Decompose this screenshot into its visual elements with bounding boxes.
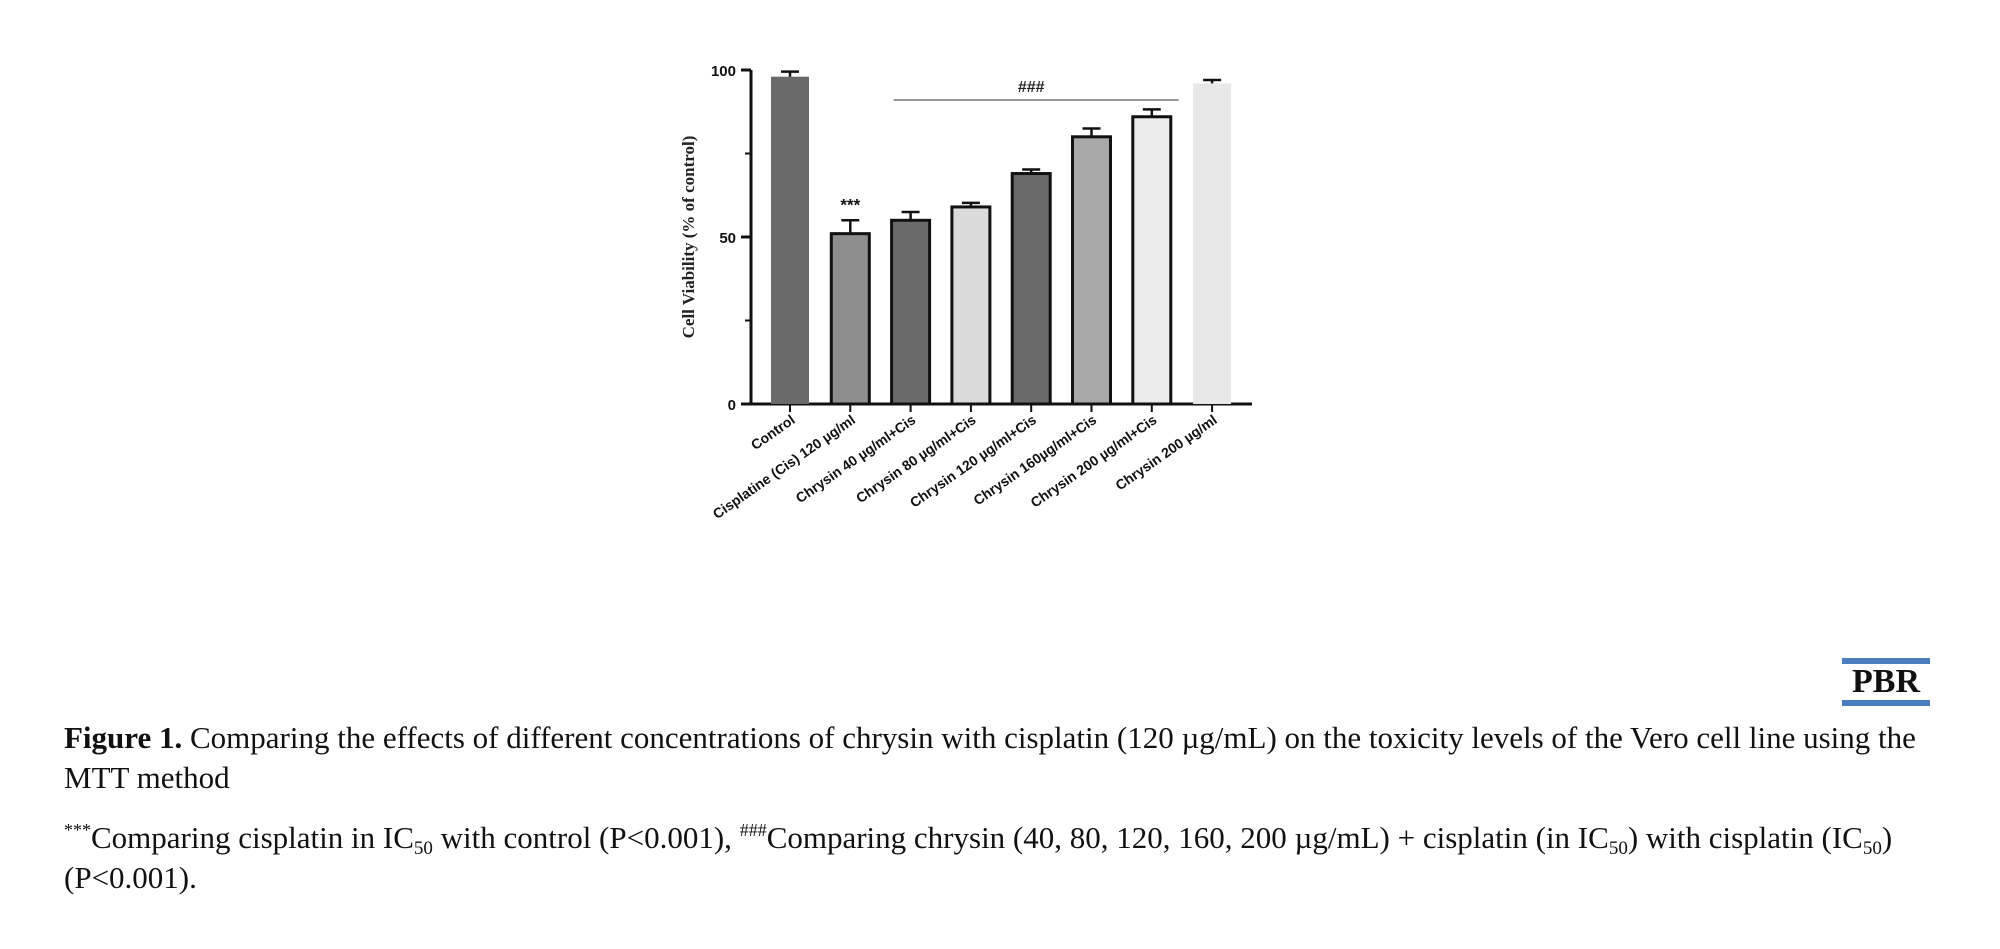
footnote-hashes: ### (739, 820, 767, 840)
bar (890, 218, 932, 406)
logo-text: PBR (1852, 663, 1920, 700)
figure-footnote: ***Comparing cisplatin in IC50 with cont… (64, 818, 1934, 898)
y-axis-label: Cell Viability (% of control) (679, 136, 698, 339)
figure-caption: Figure 1. Comparing the effects of diffe… (64, 718, 1934, 798)
y-tick-label: 100 (711, 63, 736, 80)
footnote-text-4: ) with cisplatin (IC (1627, 820, 1863, 855)
bar (1193, 83, 1232, 405)
significance-hashes: ### (1018, 79, 1045, 96)
logo-bottom-bar (1842, 700, 1930, 706)
bar (1010, 172, 1052, 406)
footnote-subscript-2: 50 (1608, 838, 1628, 859)
bar (771, 76, 809, 405)
x-tick-label: Control (748, 411, 798, 453)
footnote-text-3: Comparing chrysin (40, 80, 120, 160, 200… (766, 820, 1609, 855)
footnote-text-5: ) (P<0.001). (64, 820, 1893, 895)
journal-logo: PBR (1842, 658, 1930, 706)
bar (1071, 135, 1112, 406)
footnote-text-2: with control (P<0.001), (432, 820, 740, 855)
bar (829, 232, 871, 406)
y-tick-label: 50 (719, 230, 736, 247)
footnote-text-1: Comparing cisplatin in IC (91, 820, 414, 855)
annotations-group: *** ### (840, 79, 1179, 214)
bar (950, 205, 992, 406)
logo-top-bar (1842, 658, 1930, 664)
x-tick-label: Chrysin 200 µg/ml (1112, 411, 1220, 493)
bar-chart: Cell Viability (% of control) 0 50 100 ***… (679, 63, 1252, 522)
figure-caption-text: Comparing the effects of different conce… (64, 720, 1916, 795)
footnote-subscript-1: 50 (413, 838, 433, 859)
footnote-subscript-3: 50 (1862, 838, 1882, 859)
bars-group (771, 70, 1232, 406)
footnote-stars: *** (64, 820, 91, 840)
y-tick-label: 0 (728, 397, 736, 414)
significance-stars: *** (840, 195, 860, 214)
figure-label: Figure 1. (64, 720, 183, 755)
bar (1131, 115, 1173, 406)
y-axis-ticks: 0 50 100 (711, 63, 751, 414)
